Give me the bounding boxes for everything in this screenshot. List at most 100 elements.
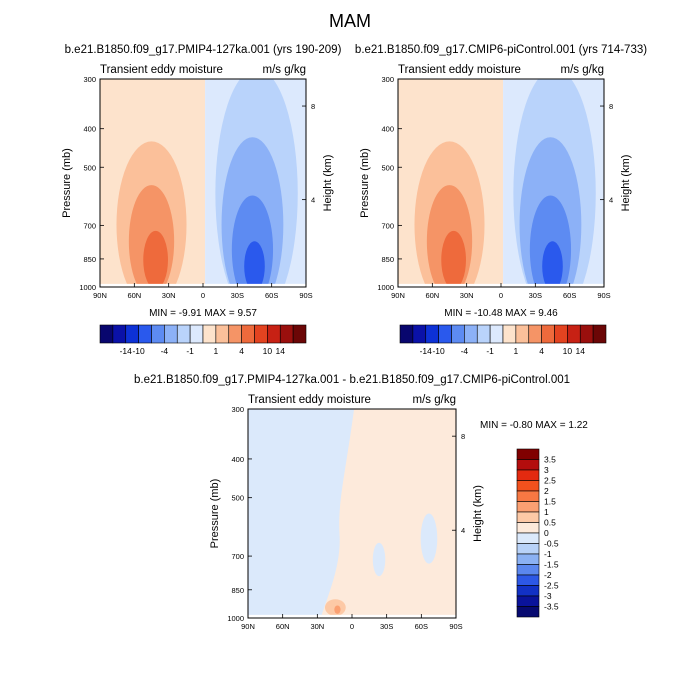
colorbar-box	[138, 324, 152, 344]
y-tick-label: 700	[231, 552, 244, 561]
colorbar-box	[516, 543, 540, 555]
colorbar-box	[528, 324, 542, 344]
colorbar-box	[125, 324, 139, 344]
min-max-label: MIN = -9.91 MAX = 9.57	[149, 308, 257, 319]
colorbar-label: -2.5	[544, 581, 559, 591]
x-tick-label: 60N	[127, 291, 141, 300]
y-right-tick-label: 8	[311, 102, 315, 111]
panel-left-title: Transient eddy moisture	[398, 64, 521, 76]
colorbar-label: -2	[544, 570, 552, 580]
colorbar-box	[215, 324, 230, 344]
min-max-label: MIN = -10.48 MAX = 9.46	[444, 308, 558, 319]
y-tick-label: 300	[231, 405, 244, 414]
y-tick-label: 500	[231, 494, 244, 503]
colorbar-box	[189, 324, 204, 344]
colorbar-label: 4	[239, 346, 244, 356]
x-tick-label: 0	[201, 291, 205, 300]
colorbar-label: -0.5	[544, 539, 559, 549]
x-tick-label: 30S	[529, 291, 542, 300]
x-tick-label: 60S	[415, 622, 428, 631]
colorbar-label: -3	[544, 591, 552, 601]
colorbar-label: -10	[132, 346, 145, 356]
y-right-tick-label: 8	[461, 432, 465, 441]
y-tick-label: 850	[381, 255, 394, 264]
colorbar-box	[241, 324, 255, 344]
colorbar-label: 1.5	[544, 497, 556, 507]
contour-negative-4	[542, 241, 563, 287]
x-tick-label: 0	[350, 622, 354, 631]
colorbar-label: -1	[544, 549, 552, 559]
contour-negative-4	[244, 241, 265, 287]
panel-left-title: Transient eddy moisture	[100, 64, 223, 76]
panel-2: b.e21.B1850.f09_g17.CMIP6-piControl.001 …	[355, 44, 647, 356]
colorbar-label: 1	[514, 346, 519, 356]
colorbar-box	[515, 324, 530, 344]
colorbar-label: -1.5	[544, 560, 559, 570]
colorbar-box	[254, 324, 268, 344]
colorbar-label: 0	[544, 528, 549, 538]
colorbar-label: 1	[214, 346, 219, 356]
y-right-axis-title: Height (km)	[322, 155, 334, 212]
x-tick-label: 60N	[425, 291, 439, 300]
colorbar-label: 14	[276, 346, 286, 356]
y-tick-label: 1000	[377, 283, 394, 292]
y-tick-label: 700	[381, 221, 394, 230]
colorbar-box	[516, 606, 540, 618]
colorbar-box	[567, 324, 581, 344]
colorbar-box	[464, 324, 478, 344]
panel-2-field	[398, 79, 604, 287]
colorbar-box	[164, 324, 178, 344]
diff-positive-core	[334, 605, 341, 614]
y-tick-label: 400	[83, 125, 96, 134]
panel-units: m/s g/kg	[263, 64, 306, 76]
panel-1: b.e21.B1850.f09_g17.PMIP4-127ka.001 (yrs…	[61, 44, 342, 356]
colorbar-label: -10	[432, 346, 445, 356]
colorbar-box	[516, 469, 540, 481]
x-tick-label: 90N	[93, 291, 107, 300]
x-tick-label: 90N	[391, 291, 405, 300]
y-right-tick-label: 4	[609, 196, 613, 205]
colorbar-label: -14	[420, 346, 433, 356]
colorbar-label: 0.5	[544, 518, 556, 528]
colorbar-box	[516, 564, 540, 576]
contour-positive-4	[143, 230, 168, 287]
colorbar-box	[516, 574, 540, 586]
y-tick-label: 500	[83, 163, 96, 172]
colorbar-box	[592, 324, 607, 344]
y-axis-title: Pressure (mb)	[209, 479, 221, 549]
colorbar-box	[176, 324, 191, 344]
x-tick-label: 30N	[162, 291, 176, 300]
x-tick-label: 30N	[310, 622, 324, 631]
colorbar-label: 10	[263, 346, 273, 356]
colorbar-box	[267, 324, 281, 344]
y-axis-title: Pressure (mb)	[61, 148, 73, 218]
colorbar-box	[516, 553, 540, 565]
colorbar-box	[516, 511, 540, 523]
panel-3: b.e21.B1850.f09_g17.PMIP4-127ka.001 - b.…	[134, 374, 588, 631]
x-tick-label: 60N	[276, 622, 290, 631]
y-right-tick-label: 4	[311, 196, 315, 205]
panel-title: b.e21.B1850.f09_g17.PMIP4-127ka.001 - b.…	[134, 374, 570, 386]
panel-left-title: Transient eddy moisture	[248, 394, 371, 406]
diff-negative-patch	[372, 542, 386, 577]
x-tick-label: 90N	[241, 622, 255, 631]
y-tick-label: 500	[381, 163, 394, 172]
x-tick-label: 90S	[449, 622, 462, 631]
colorbar-box	[516, 459, 540, 471]
colorbar-box	[279, 324, 294, 344]
colorbar-box	[516, 448, 540, 460]
y-tick-label: 850	[83, 255, 96, 264]
colorbar-box	[412, 324, 427, 344]
colorbar-label: 3.5	[544, 455, 556, 465]
y-tick-label: 400	[381, 125, 394, 134]
colorbar-box	[516, 595, 540, 607]
colorbar-box	[112, 324, 127, 344]
colorbar-box	[476, 324, 491, 344]
figure-title: MAM	[329, 11, 371, 31]
y-tick-label: 850	[231, 586, 244, 595]
colorbar-box	[516, 522, 540, 534]
colorbar-box	[502, 324, 517, 344]
y-right-axis-title: Height (km)	[620, 155, 632, 212]
y-tick-label: 700	[83, 221, 96, 230]
